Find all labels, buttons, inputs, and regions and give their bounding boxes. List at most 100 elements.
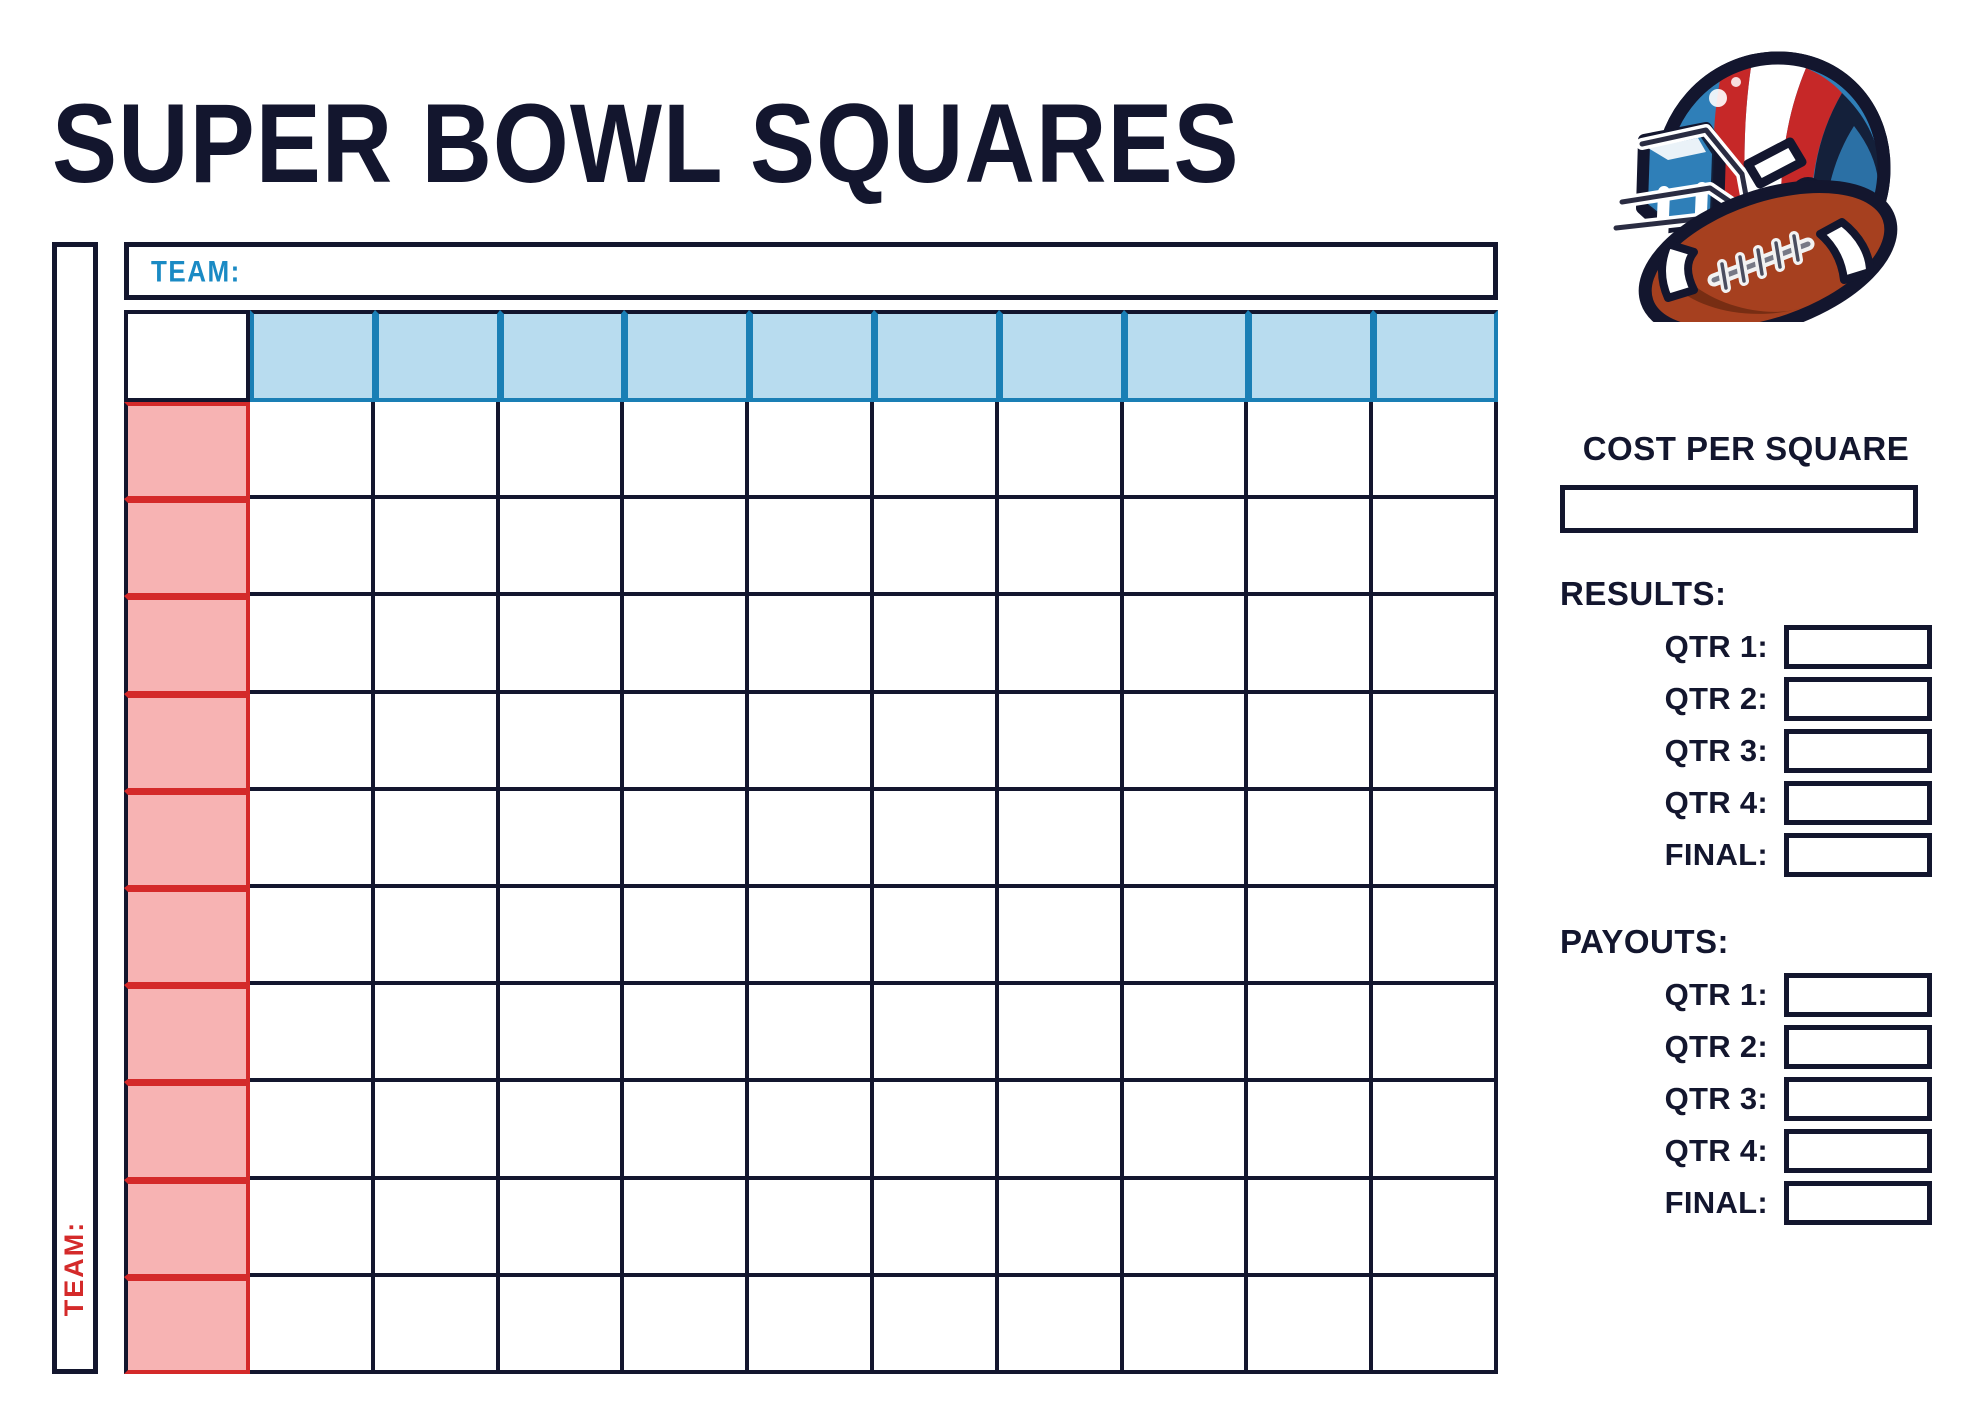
square-cell[interactable]	[1248, 693, 1374, 791]
square-cell[interactable]	[1373, 499, 1498, 597]
square-cell[interactable]	[250, 1179, 375, 1277]
square-cell[interactable]	[749, 887, 874, 986]
square-cell[interactable]	[499, 499, 625, 597]
square-cell[interactable]	[624, 1179, 750, 1277]
square-cell[interactable]	[1123, 402, 1249, 500]
square-cell[interactable]	[1248, 985, 1374, 1083]
square-cell[interactable]	[624, 693, 750, 791]
column-digit-cell[interactable]	[374, 310, 500, 402]
square-cell[interactable]	[499, 985, 625, 1083]
square-cell[interactable]	[250, 1276, 375, 1374]
square-cell[interactable]	[1123, 596, 1249, 694]
square-cell[interactable]	[250, 693, 375, 791]
square-cell[interactable]	[250, 790, 375, 888]
square-cell[interactable]	[624, 1082, 750, 1180]
square-cell[interactable]	[374, 1276, 500, 1374]
square-cell[interactable]	[499, 693, 625, 791]
column-digit-cell[interactable]	[250, 310, 375, 402]
square-cell[interactable]	[749, 596, 874, 694]
square-cell[interactable]	[624, 402, 750, 500]
square-cell[interactable]	[1123, 1276, 1249, 1374]
column-team-field[interactable]: TEAM:	[124, 242, 1498, 300]
row-digit-cell[interactable]	[124, 596, 250, 694]
square-cell[interactable]	[1248, 499, 1374, 597]
square-cell[interactable]	[1248, 790, 1374, 888]
column-digit-cell[interactable]	[1123, 310, 1249, 402]
square-cell[interactable]	[499, 887, 625, 986]
square-cell[interactable]	[749, 1082, 874, 1180]
square-cell[interactable]	[998, 596, 1124, 694]
result-input[interactable]	[1784, 729, 1932, 773]
column-digit-cell[interactable]	[874, 310, 999, 402]
square-cell[interactable]	[1373, 985, 1498, 1083]
square-cell[interactable]	[374, 499, 500, 597]
square-cell[interactable]	[374, 596, 500, 694]
square-cell[interactable]	[250, 402, 375, 500]
result-input[interactable]	[1784, 781, 1932, 825]
payout-input[interactable]	[1784, 1181, 1932, 1225]
square-cell[interactable]	[1373, 790, 1498, 888]
square-cell[interactable]	[874, 693, 999, 791]
square-cell[interactable]	[749, 790, 874, 888]
square-cell[interactable]	[1123, 790, 1249, 888]
square-cell[interactable]	[1123, 1082, 1249, 1180]
row-digit-cell[interactable]	[124, 887, 250, 986]
column-digit-cell[interactable]	[499, 310, 625, 402]
square-cell[interactable]	[624, 790, 750, 888]
square-cell[interactable]	[499, 596, 625, 694]
square-cell[interactable]	[499, 1276, 625, 1374]
column-digit-cell[interactable]	[1373, 310, 1498, 402]
result-input[interactable]	[1784, 625, 1932, 669]
square-cell[interactable]	[624, 1276, 750, 1374]
square-cell[interactable]	[374, 1082, 500, 1180]
square-cell[interactable]	[1248, 1082, 1374, 1180]
square-cell[interactable]	[998, 402, 1124, 500]
payout-input[interactable]	[1784, 1129, 1932, 1173]
square-cell[interactable]	[250, 985, 375, 1083]
cost-per-square-input[interactable]	[1560, 485, 1918, 533]
square-cell[interactable]	[874, 1276, 999, 1374]
square-cell[interactable]	[250, 887, 375, 986]
square-cell[interactable]	[499, 1179, 625, 1277]
square-cell[interactable]	[874, 402, 999, 500]
square-cell[interactable]	[624, 985, 750, 1083]
square-cell[interactable]	[998, 1082, 1124, 1180]
square-cell[interactable]	[374, 1179, 500, 1277]
square-cell[interactable]	[250, 1082, 375, 1180]
square-cell[interactable]	[1373, 1179, 1498, 1277]
square-cell[interactable]	[374, 887, 500, 986]
result-input[interactable]	[1784, 677, 1932, 721]
row-digit-cell[interactable]	[124, 1276, 250, 1374]
square-cell[interactable]	[874, 887, 999, 986]
square-cell[interactable]	[874, 790, 999, 888]
square-cell[interactable]	[499, 402, 625, 500]
square-cell[interactable]	[998, 1179, 1124, 1277]
payout-input[interactable]	[1784, 1025, 1932, 1069]
square-cell[interactable]	[624, 499, 750, 597]
row-digit-cell[interactable]	[124, 499, 250, 597]
square-cell[interactable]	[998, 499, 1124, 597]
square-cell[interactable]	[749, 402, 874, 500]
square-cell[interactable]	[250, 596, 375, 694]
square-cell[interactable]	[499, 1082, 625, 1180]
square-cell[interactable]	[499, 790, 625, 888]
square-cell[interactable]	[374, 985, 500, 1083]
square-cell[interactable]	[1373, 887, 1498, 986]
square-cell[interactable]	[374, 402, 500, 500]
square-cell[interactable]	[624, 596, 750, 694]
payout-input[interactable]	[1784, 1077, 1932, 1121]
row-digit-cell[interactable]	[124, 790, 250, 888]
square-cell[interactable]	[998, 693, 1124, 791]
square-cell[interactable]	[1248, 1276, 1374, 1374]
row-digit-cell[interactable]	[124, 693, 250, 791]
square-cell[interactable]	[1373, 1276, 1498, 1374]
square-cell[interactable]	[998, 1276, 1124, 1374]
column-digit-cell[interactable]	[624, 310, 750, 402]
square-cell[interactable]	[1248, 1179, 1374, 1277]
square-cell[interactable]	[1123, 1179, 1249, 1277]
square-cell[interactable]	[1373, 596, 1498, 694]
square-cell[interactable]	[749, 985, 874, 1083]
square-cell[interactable]	[1123, 499, 1249, 597]
square-cell[interactable]	[1123, 985, 1249, 1083]
square-cell[interactable]	[1248, 402, 1374, 500]
